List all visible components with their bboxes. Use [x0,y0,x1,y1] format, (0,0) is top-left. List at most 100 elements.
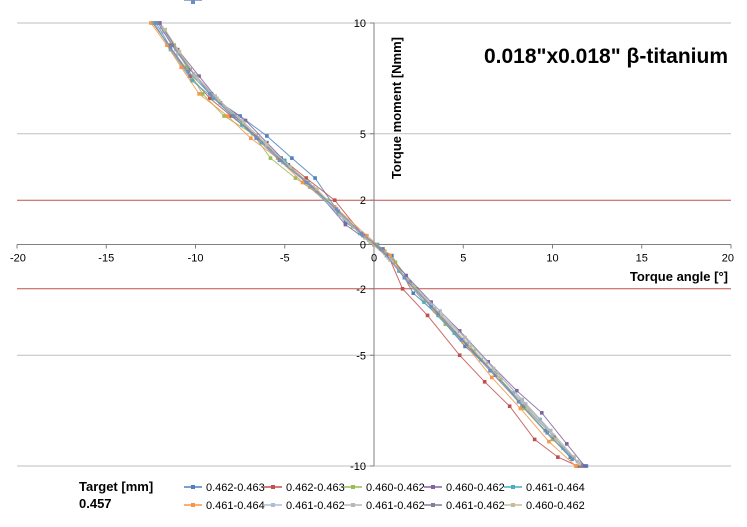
data-point [577,461,582,466]
data-point [404,273,408,278]
data-point [507,404,512,408]
target-label: Target [mm] [79,479,154,494]
data-point [170,43,175,47]
legend-swatch-marker [191,0,195,4]
legend-item: 0.460-0.462 [424,482,505,494]
data-point [497,375,501,380]
data-point [457,329,462,333]
data-point [313,176,317,180]
series-line [155,22,573,460]
legend-item: 0.462-0.463 [264,482,345,494]
data-point [288,165,292,169]
legend-swatch-marker [191,503,195,507]
legend-item: 0.461-0.464 [184,500,265,512]
data-point [341,216,346,220]
y-tick-label: 10 [354,18,366,30]
data-point [190,78,194,83]
data-point [343,220,348,225]
data-point [268,156,273,160]
legend-swatch-marker [511,485,515,489]
data-point [293,176,298,180]
legend-label: 0.460-0.462 [366,482,425,494]
legend-swatch-marker [511,503,515,507]
data-point [522,404,526,408]
data-point [159,25,164,30]
y-tick-label: 2 [360,195,366,207]
data-point [186,69,191,74]
data-point [438,309,442,313]
data-point [168,45,173,50]
data-point [573,464,578,468]
legend-label: 0.462-0.463 [286,482,345,494]
x-tick-label: -15 [98,253,114,265]
data-point [222,114,226,118]
data-point [491,366,496,371]
data-point [304,176,308,180]
legend-item: 0.461-0.462 [424,500,505,512]
legend-label: 0.461-0.464 [206,500,265,512]
legend-item: 0.461-0.462 [264,500,345,512]
data-point [216,98,221,103]
data-point [490,375,494,380]
data-point [254,136,258,140]
x-tick-label: 5 [460,253,466,265]
data-point [188,67,192,72]
data-point [550,437,555,442]
data-point [338,213,342,218]
data-point [250,131,255,136]
legend-item: 0.460-0.462 [184,0,265,4]
legend-swatch-marker [191,485,195,489]
legend-item: 0.460-0.462 [344,482,425,494]
target-value: 0.457 [79,496,112,511]
data-point [197,92,201,96]
data-point [547,439,551,444]
x-tick-label: -5 [280,253,290,265]
data-point [300,180,305,185]
data-point [572,455,576,459]
data-point [411,284,416,289]
y-tick-label: -2 [356,284,366,296]
y-tick-label: -10 [350,461,366,473]
legend-item: 0.460-0.462 [504,500,585,512]
data-point [520,397,524,402]
data-point [154,21,159,25]
legend-item: 0.461-0.464 [504,482,585,494]
data-point [241,120,246,125]
y-axis-label: Torque moment [Nmm] [389,37,404,179]
data-point [365,233,369,238]
data-point [486,360,491,364]
data-point [556,455,560,459]
legend-swatch-marker [351,485,355,489]
data-point [188,74,192,78]
legend-swatch-marker [271,503,275,507]
legend-swatch-marker [431,503,435,507]
data-point [249,136,253,140]
data-point [411,291,416,296]
data-point [307,185,312,189]
data-point [368,240,373,245]
data-point [304,180,308,185]
x-tick-label: -20 [10,253,26,265]
data-point [482,380,487,384]
legend-label: 0.461-0.462 [286,500,345,512]
data-point [231,114,235,118]
data-point [554,437,558,442]
series-layer [149,21,589,468]
data-point [452,331,457,335]
data-point [213,94,217,98]
data-point [532,437,537,442]
legend-label: 0.462-0.463 [206,482,265,494]
legend-label: 0.460-0.462 [526,500,585,512]
data-point [561,446,566,451]
data-point [564,442,569,446]
data-point [207,96,212,101]
data-point [400,287,405,291]
legend-label: 0.461-0.464 [526,482,585,494]
x-axis-label: Torque angle [°] [630,269,728,284]
data-point [207,92,212,96]
series [154,21,574,462]
data-point [265,143,269,147]
data-point [197,74,201,78]
legend-label: 0.460-0.462 [206,0,265,3]
